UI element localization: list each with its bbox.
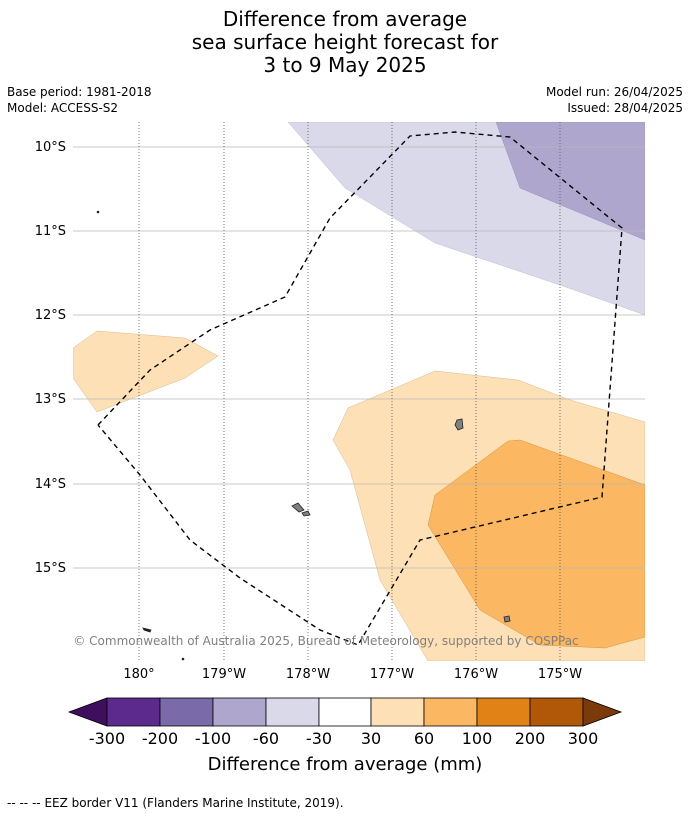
- lat-label-14s: 14°S: [35, 477, 66, 492]
- island-markers: [96, 210, 511, 661]
- colorbar-tick-7: 60: [414, 729, 434, 748]
- lat-label-13s: 13°S: [35, 392, 66, 407]
- title-line-3: 3 to 9 May 2025: [263, 53, 427, 77]
- colorbar-tick-3: -100: [195, 729, 231, 748]
- lon-labels: 180° 179°W 178°W 177°W 176°W 175°W: [123, 667, 582, 682]
- lat-labels: 10°S 11°S 12°S 13°S 14°S 15°S: [35, 140, 66, 576]
- graticule: [73, 146, 645, 569]
- colorbar-extend-high: [582, 697, 623, 727]
- lat-label-11s: 11°S: [35, 224, 66, 239]
- colorbar: [67, 697, 623, 727]
- issued-date: Issued: 28/04/2025: [567, 101, 683, 115]
- lon-label-179w: 179°W: [202, 667, 246, 682]
- colorbar-tick-10: 300: [568, 729, 599, 748]
- colorbar-label: Difference from average (mm): [208, 754, 483, 775]
- anomaly-band-pos-30-60-west: [73, 330, 219, 413]
- eez-legend-symbol: -- -- --: [7, 796, 41, 810]
- colorbar-segment-8: [476, 697, 531, 727]
- title-line-2: sea surface height forecast for: [191, 30, 499, 54]
- colorbar-segment-6: [370, 697, 425, 727]
- anomaly-band-pos-60-100: [427, 439, 645, 649]
- lon-label-177w: 177°W: [370, 667, 414, 682]
- colorbar-extend-low: [67, 697, 108, 727]
- eez-legend-text: EEZ border V11 (Flanders Marine Institut…: [44, 796, 344, 810]
- meta-right: Model run: 26/04/2025 Issued: 28/04/2025: [546, 84, 683, 116]
- title-line-1: Difference from average: [222, 7, 468, 31]
- chart-title: Difference from average sea surface heig…: [0, 8, 690, 77]
- colorbar-segment-7: [423, 697, 478, 727]
- colorbar-tick-6: 30: [361, 729, 381, 748]
- model-run: Model run: 26/04/2025: [545, 85, 683, 99]
- lon-label-176w: 176°W: [454, 667, 498, 682]
- colorbar-tick-9: 200: [515, 729, 546, 748]
- anomaly-band-neg-60-100: [495, 122, 645, 241]
- lon-label-178w: 178°W: [286, 667, 330, 682]
- colorbar-tick-1: -300: [89, 729, 125, 748]
- meta-left: Base period: 1981-2018 Model: ACCESS-S2: [7, 84, 152, 116]
- copyright-note: © Commonwealth of Australia 2025, Bureau…: [73, 634, 578, 648]
- colorbar-tick-8: 100: [462, 729, 493, 748]
- lon-label-180: 180°: [123, 667, 154, 682]
- colorbar-segment-4: [265, 697, 320, 727]
- lat-label-15s: 15°S: [35, 561, 66, 576]
- colorbar-tick-5: -30: [306, 729, 332, 748]
- colorbar-segment-5: [318, 697, 372, 727]
- colorbar-tick-4: -60: [253, 729, 279, 748]
- colorbar-segment-9: [529, 697, 584, 727]
- model-name: Model: ACCESS-S2: [7, 101, 119, 115]
- eez-border: [97, 131, 623, 646]
- base-period: Base period: 1981-2018: [7, 85, 152, 99]
- colorbar-segment-2: [159, 697, 214, 727]
- colorbar-segment-3: [212, 697, 267, 727]
- lat-label-10s: 10°S: [35, 140, 66, 155]
- lon-label-175w: 175°W: [538, 667, 582, 682]
- colorbar-tick-2: -200: [142, 729, 178, 748]
- colorbar-ticks: -300 -200 -100 -60 -30 30 60 100 200 300: [89, 729, 598, 748]
- lat-label-12s: 12°S: [35, 308, 66, 323]
- colorbar-segment-1: [106, 697, 161, 727]
- map-area: [73, 122, 645, 661]
- eez-legend: -- -- -- EEZ border V11 (Flanders Marine…: [7, 796, 344, 810]
